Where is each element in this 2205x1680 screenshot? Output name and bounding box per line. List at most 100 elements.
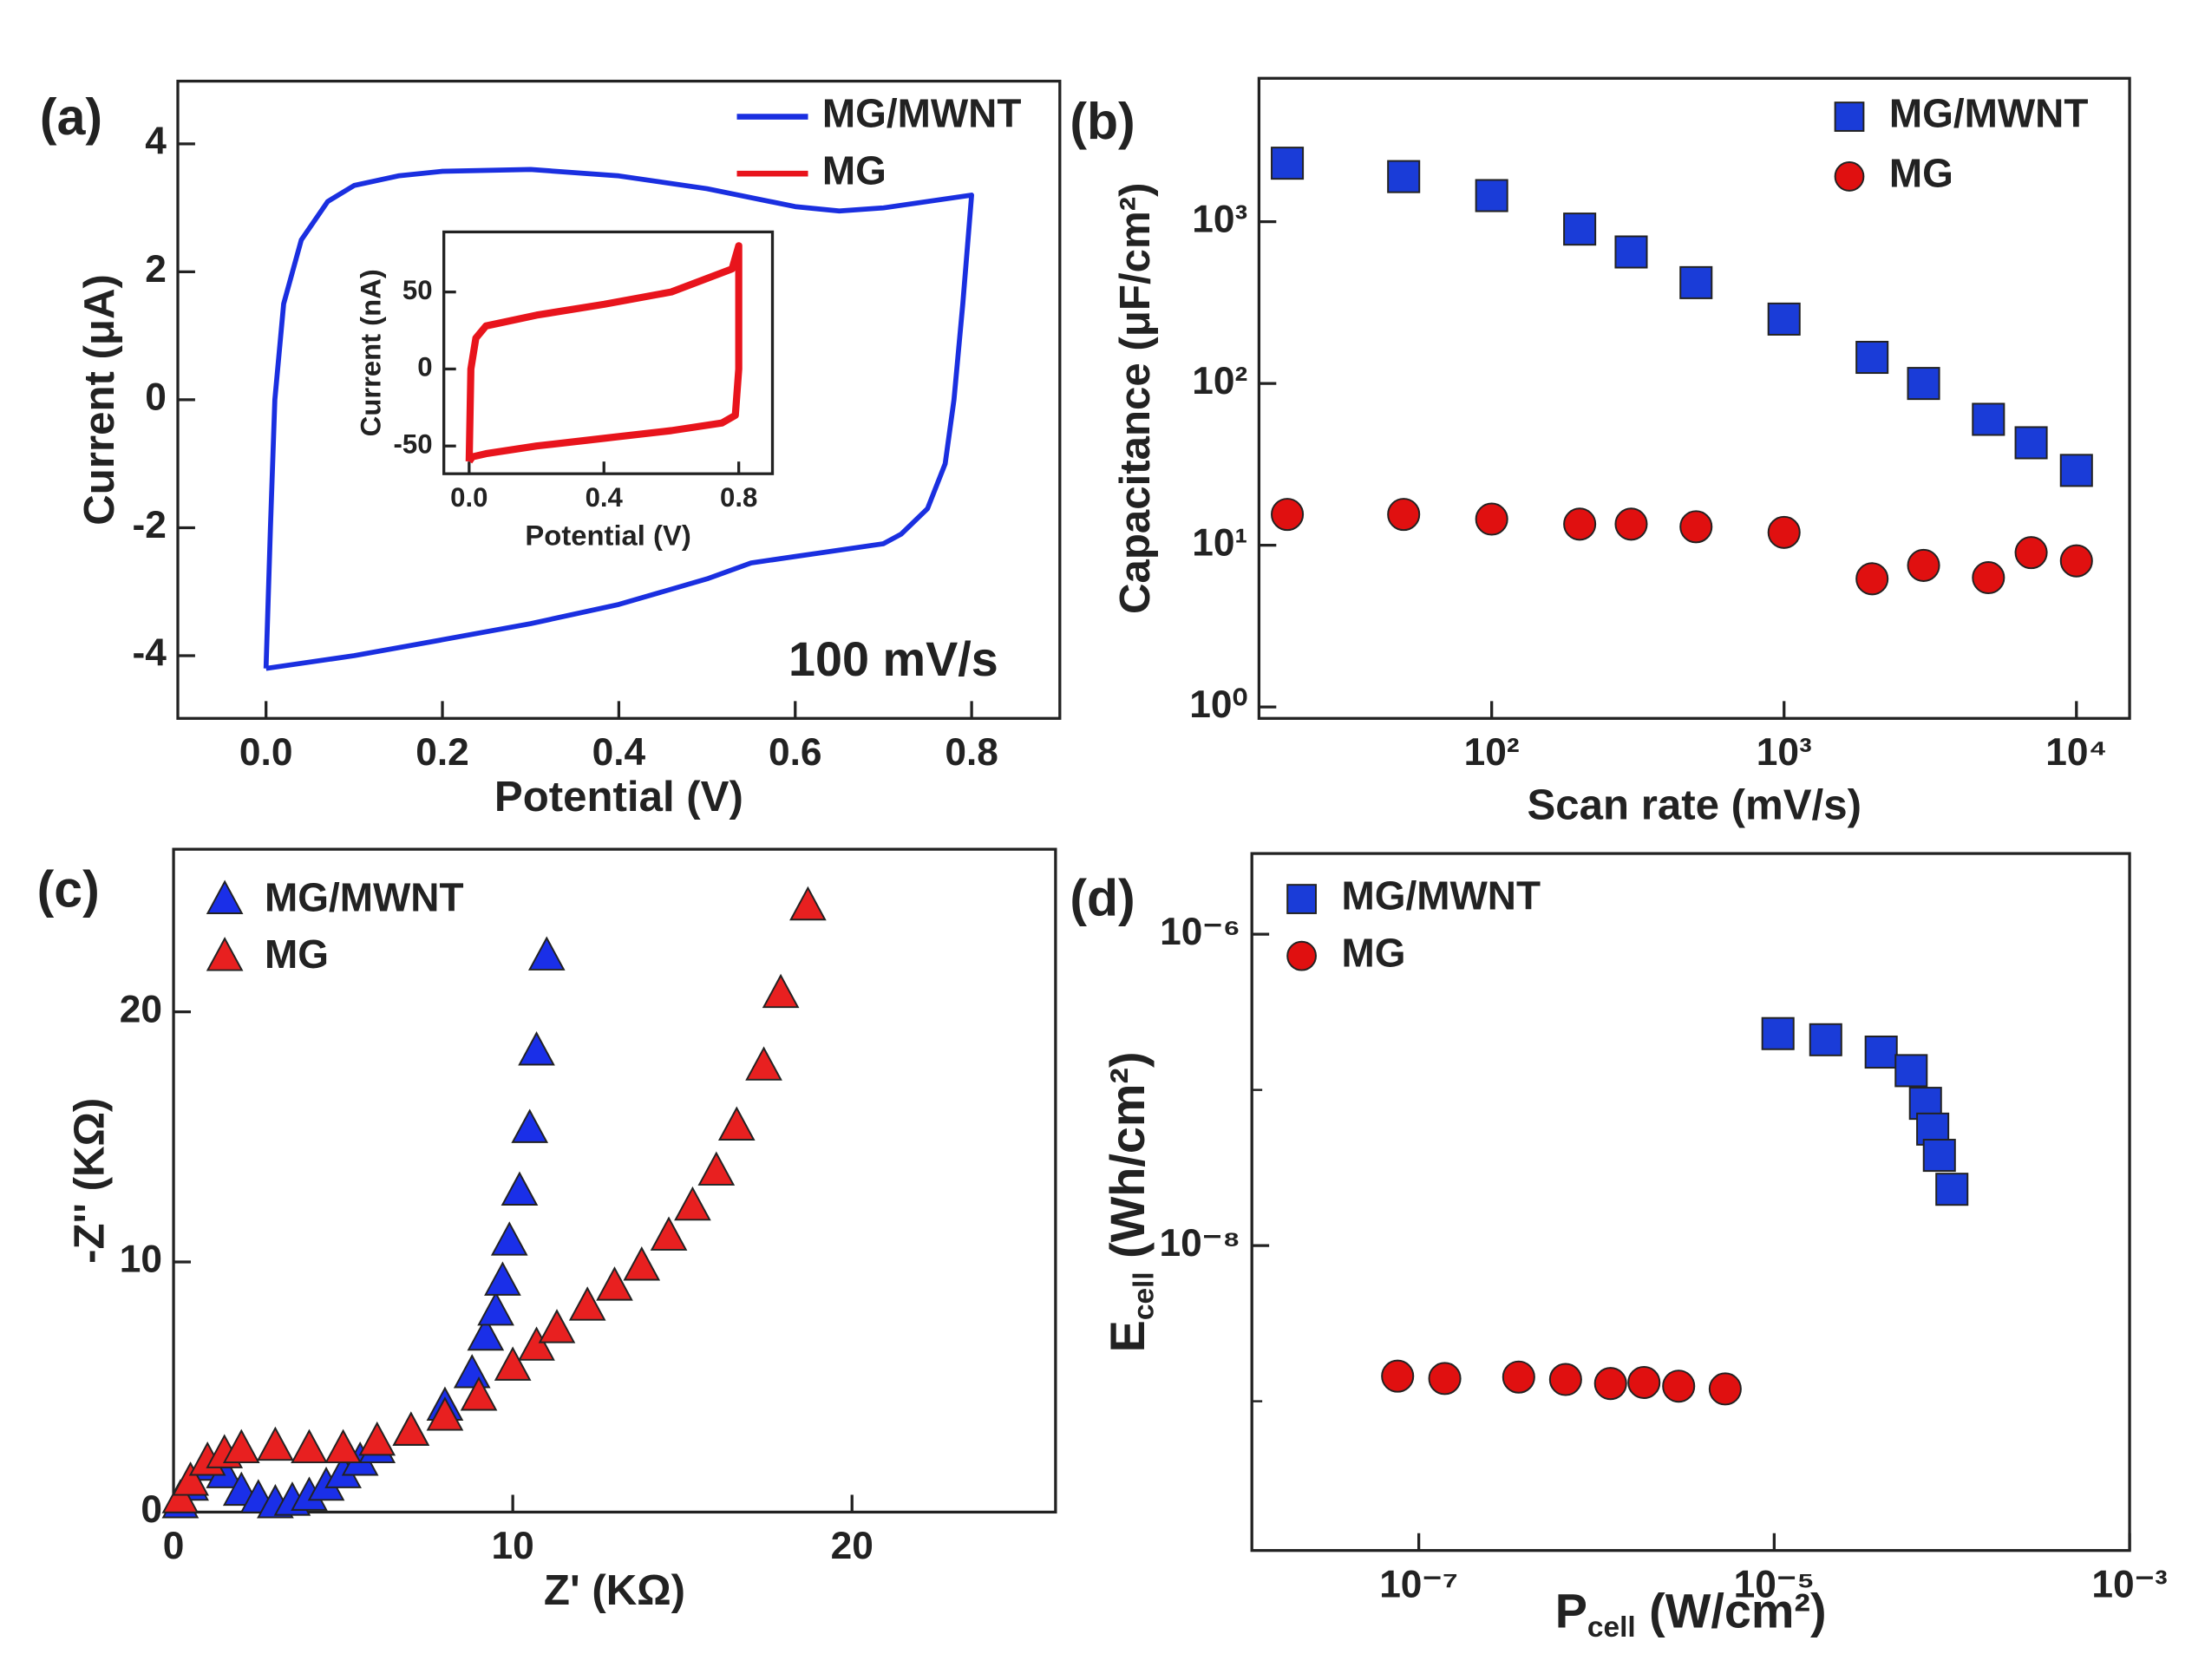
marker-triangle [206, 937, 244, 971]
marker-triangle [206, 879, 244, 914]
axis-label: Z' (KΩ) [544, 1566, 685, 1614]
marker-triangle [717, 1106, 756, 1141]
marker-triangle [477, 1291, 514, 1326]
marker-circle [1855, 562, 1889, 596]
marker-circle [1286, 940, 1317, 971]
marker-triangle [291, 1428, 328, 1464]
x-tick-label: 0.0 [450, 482, 487, 513]
marker-square [1894, 1054, 1928, 1088]
marker-square [1614, 235, 1648, 269]
y-tick-label: 0 [145, 376, 167, 419]
marker-triangle [324, 1428, 362, 1464]
legend-label: MG [265, 932, 329, 977]
x-tick-label: 10⁻⁷ [1379, 1563, 1458, 1605]
marker-square [1907, 367, 1940, 401]
marker-triangle [568, 1286, 606, 1321]
legend-label: MG [822, 147, 887, 193]
axis-label-main: P [1555, 1584, 1587, 1638]
marker-triangle [596, 1266, 633, 1301]
marker-circle [2059, 544, 2093, 578]
marker-square [1679, 265, 1713, 299]
marker-triangle [518, 1031, 555, 1066]
axis-label: Capacitance (μF/cm²) [1111, 183, 1159, 615]
marker-square [1286, 884, 1317, 914]
marker-circle [1428, 1362, 1462, 1396]
legend-label: MG [1342, 930, 1406, 975]
x-tick-label: 0.4 [586, 482, 624, 513]
y-tick-label: 10⁰ [1189, 683, 1247, 726]
x-tick-label: 10 [492, 1525, 534, 1567]
x-tick-label: 10⁴ [2045, 731, 2107, 774]
axis-label: Potential (V) [525, 520, 690, 552]
legend-label: MG/MWNT [822, 91, 1021, 136]
marker-triangle [392, 1411, 430, 1446]
plot-frame [172, 847, 1057, 1514]
marker-circle [1708, 1372, 1742, 1406]
marker-triangle [518, 1326, 555, 1361]
y-tick-label: 10⁻⁸ [1160, 1222, 1241, 1265]
marker-triangle [172, 1461, 209, 1496]
marker-circle [1662, 1369, 1696, 1403]
y-tick-label: 10⁻⁶ [1160, 911, 1240, 953]
marker-triangle [467, 1316, 505, 1351]
panel-label: (c) [37, 861, 100, 918]
marker-triangle [674, 1186, 711, 1221]
y-tick-label: 10³ [1192, 198, 1247, 240]
marker-circle [1627, 1365, 1661, 1400]
marker-triangle [453, 1354, 491, 1389]
axis-label-sub: cell [1128, 1271, 1160, 1320]
marker-circle [1834, 161, 1865, 192]
y-tick-label: 10¹ [1192, 521, 1247, 564]
marker-triangle [762, 973, 800, 1009]
marker-square [1387, 160, 1421, 193]
marker-triangle [460, 1376, 498, 1411]
marker-square [1972, 402, 2005, 436]
marker-square [1834, 101, 1865, 132]
marker-square [1855, 340, 1889, 375]
x-tick-label: 0.6 [769, 731, 822, 774]
legend-label: MG/MWNT [1889, 91, 2088, 136]
axis-label-main: E [1101, 1320, 1155, 1352]
x-tick-label: 10⁻³ [2091, 1563, 2167, 1605]
x-tick-label: 10⁻⁵ [1734, 1563, 1815, 1605]
marker-triangle [623, 1246, 661, 1281]
panel-label: (d) [1070, 869, 1135, 926]
marker-square [1864, 1035, 1898, 1069]
marker-square [1809, 1023, 1842, 1056]
axis-label: Current (nA) [354, 269, 386, 436]
series-line [465, 242, 743, 464]
marker-triangle [745, 1046, 782, 1081]
axis-label-unit: (Wh/cm²) [1101, 1051, 1155, 1271]
y-tick-label: -50 [394, 428, 433, 459]
marker-square [1761, 1016, 1795, 1050]
plot-frame [1250, 852, 2131, 1553]
axis-label: -Z'' (KΩ) [66, 1098, 114, 1264]
y-tick-label: -4 [133, 632, 167, 675]
panel-label: (a) [40, 88, 102, 146]
marker-triangle [490, 1221, 528, 1256]
marker-square [1271, 147, 1305, 180]
x-tick-label: 20 [831, 1525, 873, 1567]
marker-circle [1271, 498, 1305, 532]
marker-square [1922, 1139, 1956, 1173]
marker-triangle [527, 936, 566, 971]
y-tick-label: 4 [145, 121, 167, 163]
y-tick-label: 50 [402, 275, 433, 305]
x-tick-label: 0.0 [239, 731, 293, 774]
marker-triangle [538, 1309, 576, 1343]
axis-label-sub: cell [1587, 1611, 1636, 1644]
marker-triangle [511, 1108, 549, 1143]
marker-circle [1563, 507, 1597, 541]
marker-circle [1387, 498, 1421, 532]
marker-circle [1614, 507, 1648, 541]
marker-circle [2014, 536, 2048, 570]
marker-triangle [697, 1151, 736, 1186]
y-tick-label: 20 [120, 988, 162, 1030]
marker-triangle [257, 1426, 294, 1461]
axis-label: Potential (V) [494, 773, 743, 820]
y-tick-label: 0 [141, 1488, 162, 1531]
marker-square [1935, 1173, 1969, 1206]
y-tick-label: 10 [120, 1239, 162, 1281]
